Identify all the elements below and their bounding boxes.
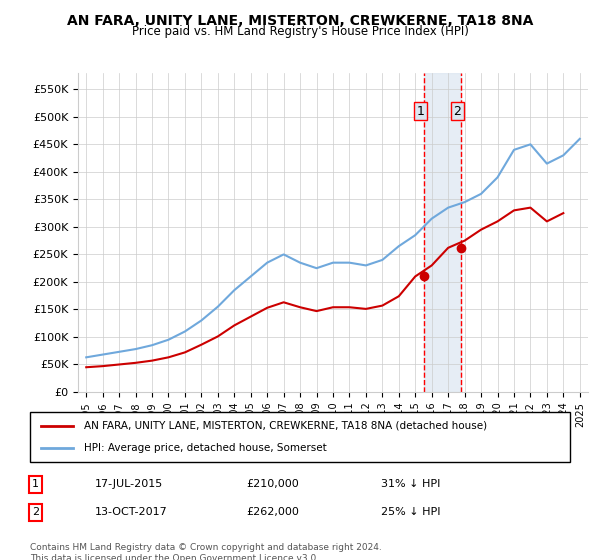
Text: 17-JUL-2015: 17-JUL-2015	[95, 479, 163, 489]
Text: £262,000: £262,000	[246, 507, 299, 517]
Text: 1: 1	[32, 479, 39, 489]
Text: Contains HM Land Registry data © Crown copyright and database right 2024.
This d: Contains HM Land Registry data © Crown c…	[30, 543, 382, 560]
Text: Price paid vs. HM Land Registry's House Price Index (HPI): Price paid vs. HM Land Registry's House …	[131, 25, 469, 38]
Text: 13-OCT-2017: 13-OCT-2017	[95, 507, 167, 517]
Bar	[424, 73, 461, 392]
Text: AN FARA, UNITY LANE, MISTERTON, CREWKERNE, TA18 8NA (detached house): AN FARA, UNITY LANE, MISTERTON, CREWKERN…	[84, 421, 487, 431]
Text: 1: 1	[416, 105, 424, 118]
Text: 2: 2	[453, 105, 461, 118]
Text: 2: 2	[32, 507, 39, 517]
Text: HPI: Average price, detached house, Somerset: HPI: Average price, detached house, Some…	[84, 443, 327, 453]
Text: 31% ↓ HPI: 31% ↓ HPI	[381, 479, 440, 489]
Text: 25% ↓ HPI: 25% ↓ HPI	[381, 507, 440, 517]
Text: £210,000: £210,000	[246, 479, 299, 489]
Text: AN FARA, UNITY LANE, MISTERTON, CREWKERNE, TA18 8NA: AN FARA, UNITY LANE, MISTERTON, CREWKERN…	[67, 14, 533, 28]
FancyBboxPatch shape	[30, 412, 570, 462]
